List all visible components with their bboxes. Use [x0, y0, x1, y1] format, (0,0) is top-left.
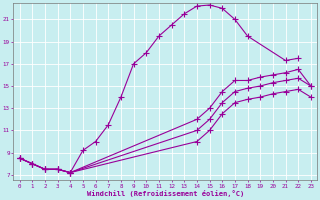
X-axis label: Windchill (Refroidissement éolien,°C): Windchill (Refroidissement éolien,°C)	[87, 190, 244, 197]
